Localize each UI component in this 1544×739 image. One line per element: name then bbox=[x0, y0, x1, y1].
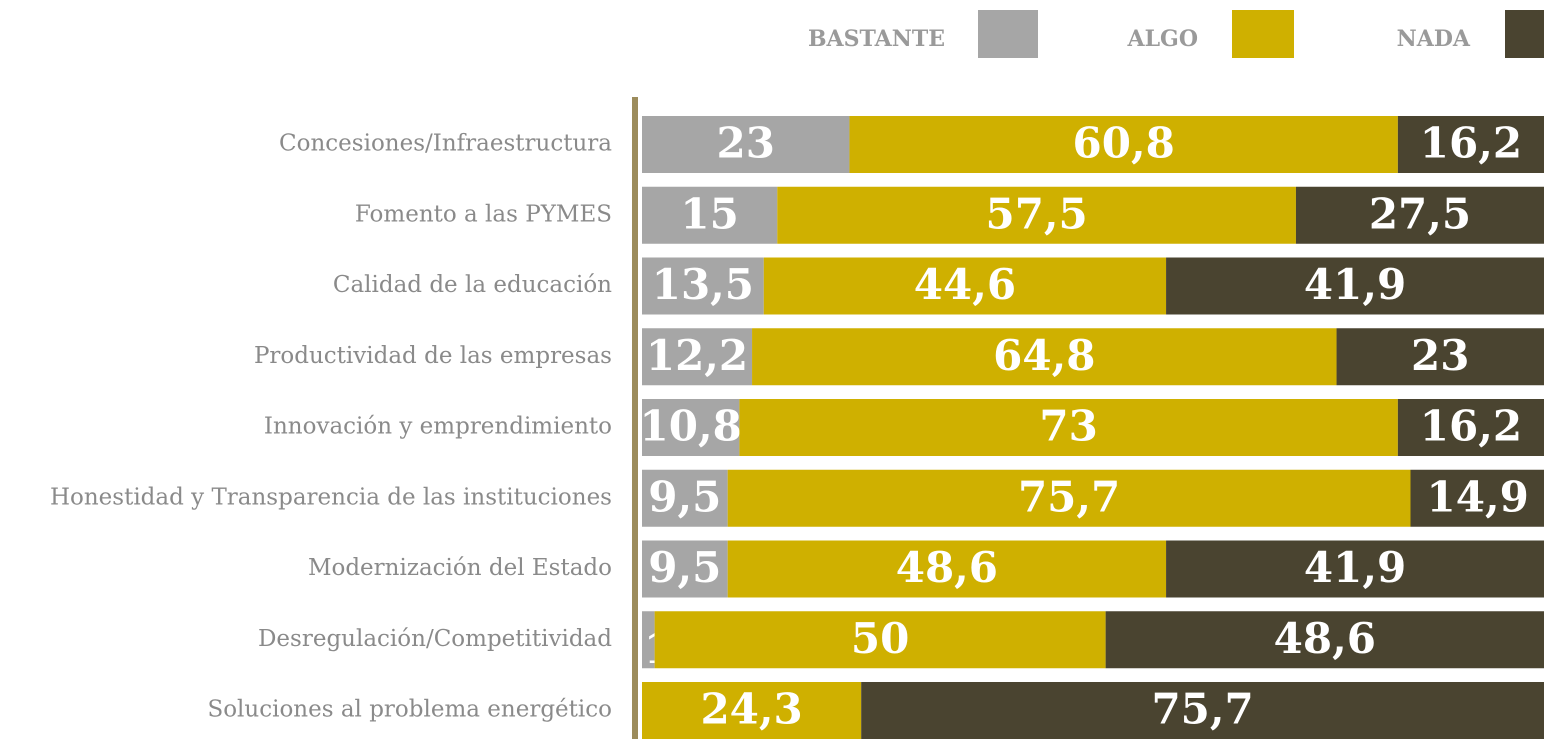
value-label: 60,8 bbox=[1073, 119, 1175, 168]
bar-segment bbox=[727, 469, 1411, 527]
category-label: Concesiones/Infraestructura bbox=[279, 131, 612, 157]
bar-segment bbox=[642, 186, 778, 244]
value-label: 64,8 bbox=[993, 331, 1095, 380]
bar-segment bbox=[763, 257, 1167, 315]
value-label: 12,2 bbox=[646, 331, 748, 380]
legend-label: ALGO bbox=[1127, 26, 1199, 52]
bar-segment bbox=[1336, 328, 1544, 386]
category-label: Honestidad y Transparencia de las instit… bbox=[50, 484, 612, 510]
legend-label: NADA bbox=[1397, 26, 1471, 52]
value-label: 75,7 bbox=[1151, 685, 1253, 734]
value-label: 50 bbox=[851, 614, 909, 663]
value-label: 75,7 bbox=[1018, 472, 1120, 521]
value-label: 23 bbox=[1411, 331, 1469, 380]
bar-segment bbox=[777, 186, 1296, 244]
value-label: 41,9 bbox=[1304, 260, 1406, 309]
value-label: 13,5 bbox=[652, 260, 754, 309]
bar-segment bbox=[1166, 257, 1544, 315]
bar-segment bbox=[1397, 116, 1544, 173]
axis-line bbox=[632, 97, 638, 739]
bar-segment bbox=[642, 328, 753, 386]
legend-label: BASTANTE bbox=[808, 26, 945, 52]
bar-segment bbox=[642, 116, 850, 173]
bar-segment bbox=[642, 257, 764, 315]
bar-segment bbox=[642, 611, 655, 669]
bar-segment bbox=[1166, 540, 1544, 598]
value-label: 16,2 bbox=[1420, 119, 1522, 168]
value-label: 10,8 bbox=[640, 402, 742, 451]
bar-segment bbox=[642, 540, 728, 598]
bar-segment bbox=[861, 682, 1544, 739]
value-label: 16,2 bbox=[1420, 402, 1522, 451]
bar-segment bbox=[727, 540, 1167, 598]
value-label: 14,9 bbox=[1427, 472, 1529, 521]
value-label: 27,5 bbox=[1369, 189, 1471, 238]
value-label: 23 bbox=[717, 119, 775, 168]
value-label: 24,3 bbox=[700, 685, 802, 734]
bar-segment bbox=[1295, 186, 1544, 244]
bar-segment bbox=[1397, 399, 1544, 456]
legend-swatch bbox=[1232, 10, 1294, 58]
bar-segment bbox=[642, 399, 740, 456]
bar-segment bbox=[752, 328, 1337, 386]
category-label: Soluciones al problema energético bbox=[207, 697, 612, 723]
legend-swatch bbox=[1505, 10, 1544, 58]
category-label: Desregulación/Competitividad bbox=[258, 626, 612, 652]
value-label: 41,9 bbox=[1304, 543, 1406, 592]
bar-segment bbox=[739, 399, 1398, 456]
value-label: 73 bbox=[1039, 402, 1097, 451]
legend-swatch bbox=[978, 10, 1038, 58]
bar-segment bbox=[642, 469, 728, 527]
value-label: 9,5 bbox=[648, 472, 721, 521]
value-label: 57,5 bbox=[985, 189, 1087, 238]
category-label: Calidad de la educación bbox=[333, 272, 612, 298]
value-label: 15 bbox=[680, 189, 738, 238]
bar-segment bbox=[642, 682, 862, 739]
bar-segment bbox=[1105, 611, 1544, 669]
value-label: 9,5 bbox=[648, 543, 721, 592]
category-label: Innovación y emprendimiento bbox=[264, 414, 612, 440]
value-label: 48,6 bbox=[896, 543, 998, 592]
category-label: Modernización del Estado bbox=[308, 555, 612, 581]
category-label: Productividad de las empresas bbox=[254, 343, 612, 369]
value-label: 48,6 bbox=[1274, 614, 1376, 663]
bar-segment bbox=[1410, 469, 1544, 527]
category-label: Fomento a las PYMES bbox=[355, 201, 612, 227]
value-label: 44,6 bbox=[914, 260, 1016, 309]
bar-segment bbox=[849, 116, 1398, 173]
bar-segment bbox=[654, 611, 1106, 669]
